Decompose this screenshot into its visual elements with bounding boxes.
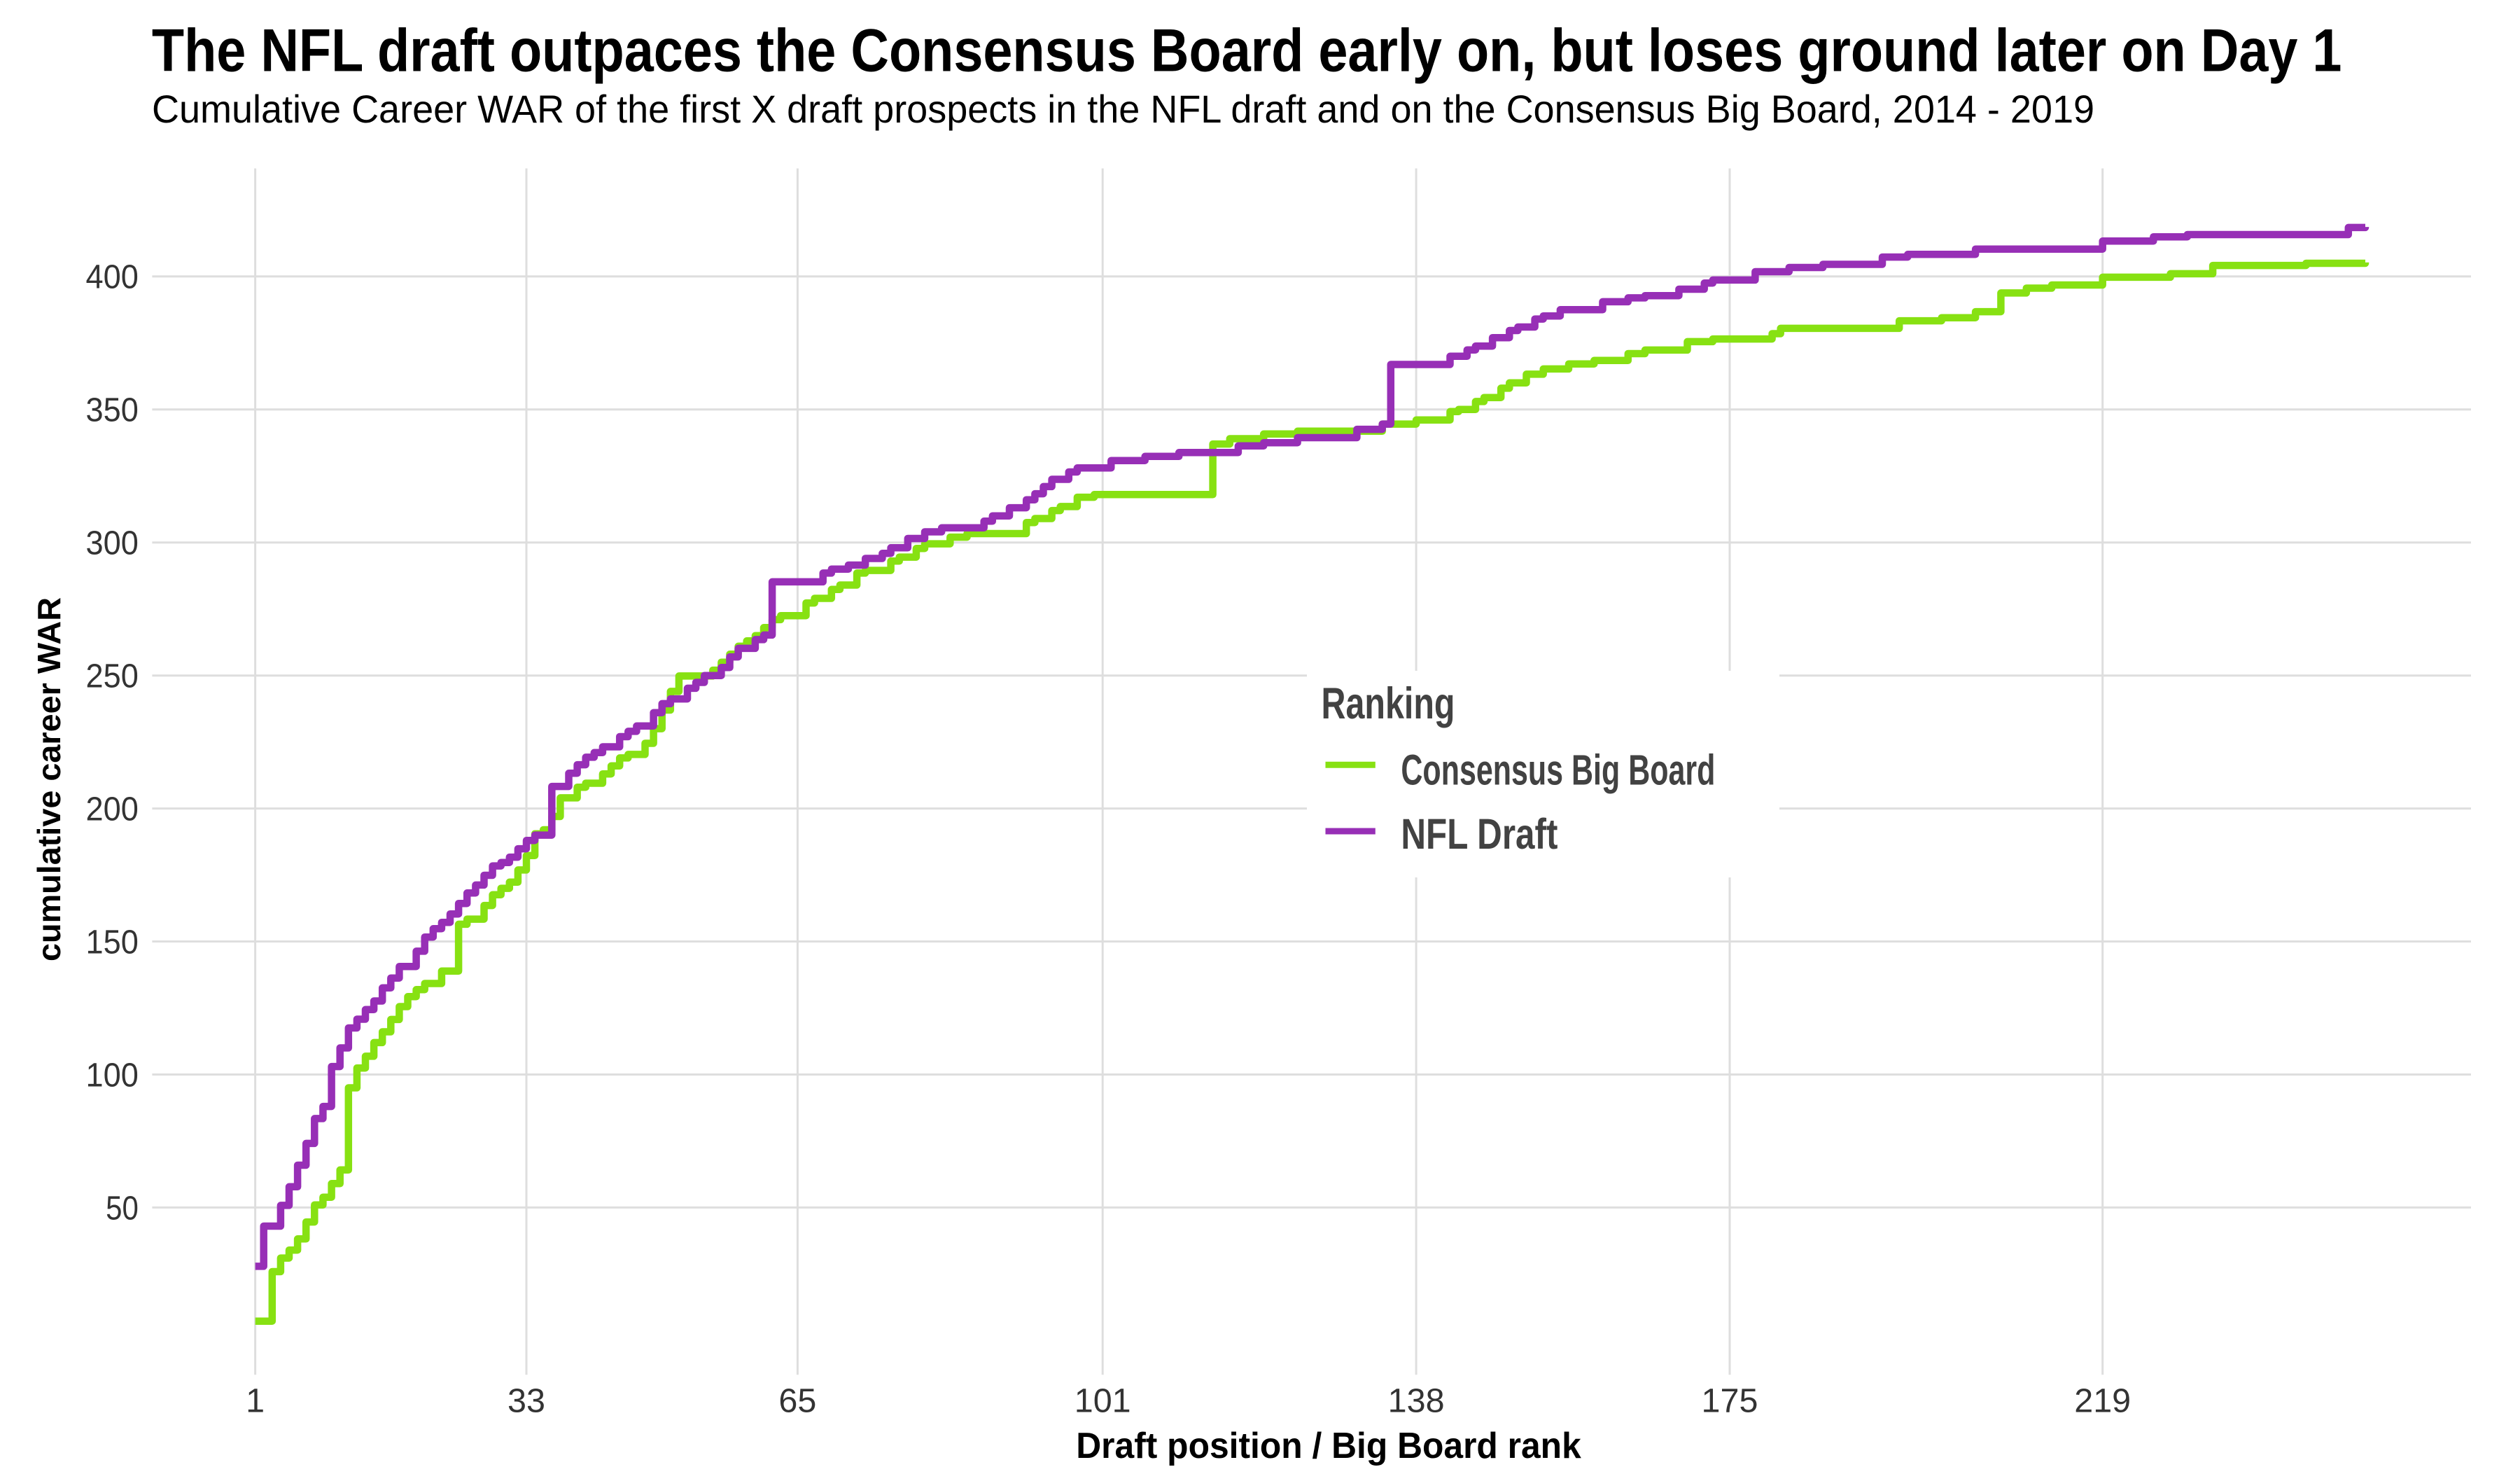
svg-text:138: 138 (1388, 1382, 1445, 1419)
svg-text:50: 50 (106, 1189, 139, 1227)
svg-text:150: 150 (86, 924, 139, 961)
svg-text:350: 350 (86, 391, 139, 429)
svg-text:1: 1 (246, 1382, 265, 1419)
svg-text:250: 250 (86, 658, 139, 695)
svg-text:33: 33 (507, 1382, 545, 1419)
svg-text:100: 100 (86, 1056, 139, 1094)
svg-text:65: 65 (778, 1382, 816, 1419)
svg-text:cumulative career WAR: cumulative career WAR (31, 597, 67, 961)
svg-text:Consensus Big Board: Consensus Big Board (1401, 746, 1715, 794)
svg-text:The NFL draft outpaces the Con: The NFL draft outpaces the Consensus Boa… (152, 18, 2342, 85)
svg-text:NFL Draft: NFL Draft (1401, 810, 1558, 858)
svg-text:200: 200 (86, 791, 139, 828)
svg-text:175: 175 (1702, 1382, 1758, 1419)
svg-text:Draft position / Big Board ran: Draft position / Big Board rank (1076, 1426, 1581, 1466)
svg-text:Ranking: Ranking (1322, 679, 1455, 728)
svg-text:Cumulative Career WAR of the f: Cumulative Career WAR of the first X dra… (152, 87, 2094, 131)
svg-text:300: 300 (86, 524, 139, 562)
svg-text:101: 101 (1074, 1382, 1131, 1419)
svg-text:400: 400 (86, 258, 139, 296)
svg-text:219: 219 (2074, 1382, 2131, 1419)
